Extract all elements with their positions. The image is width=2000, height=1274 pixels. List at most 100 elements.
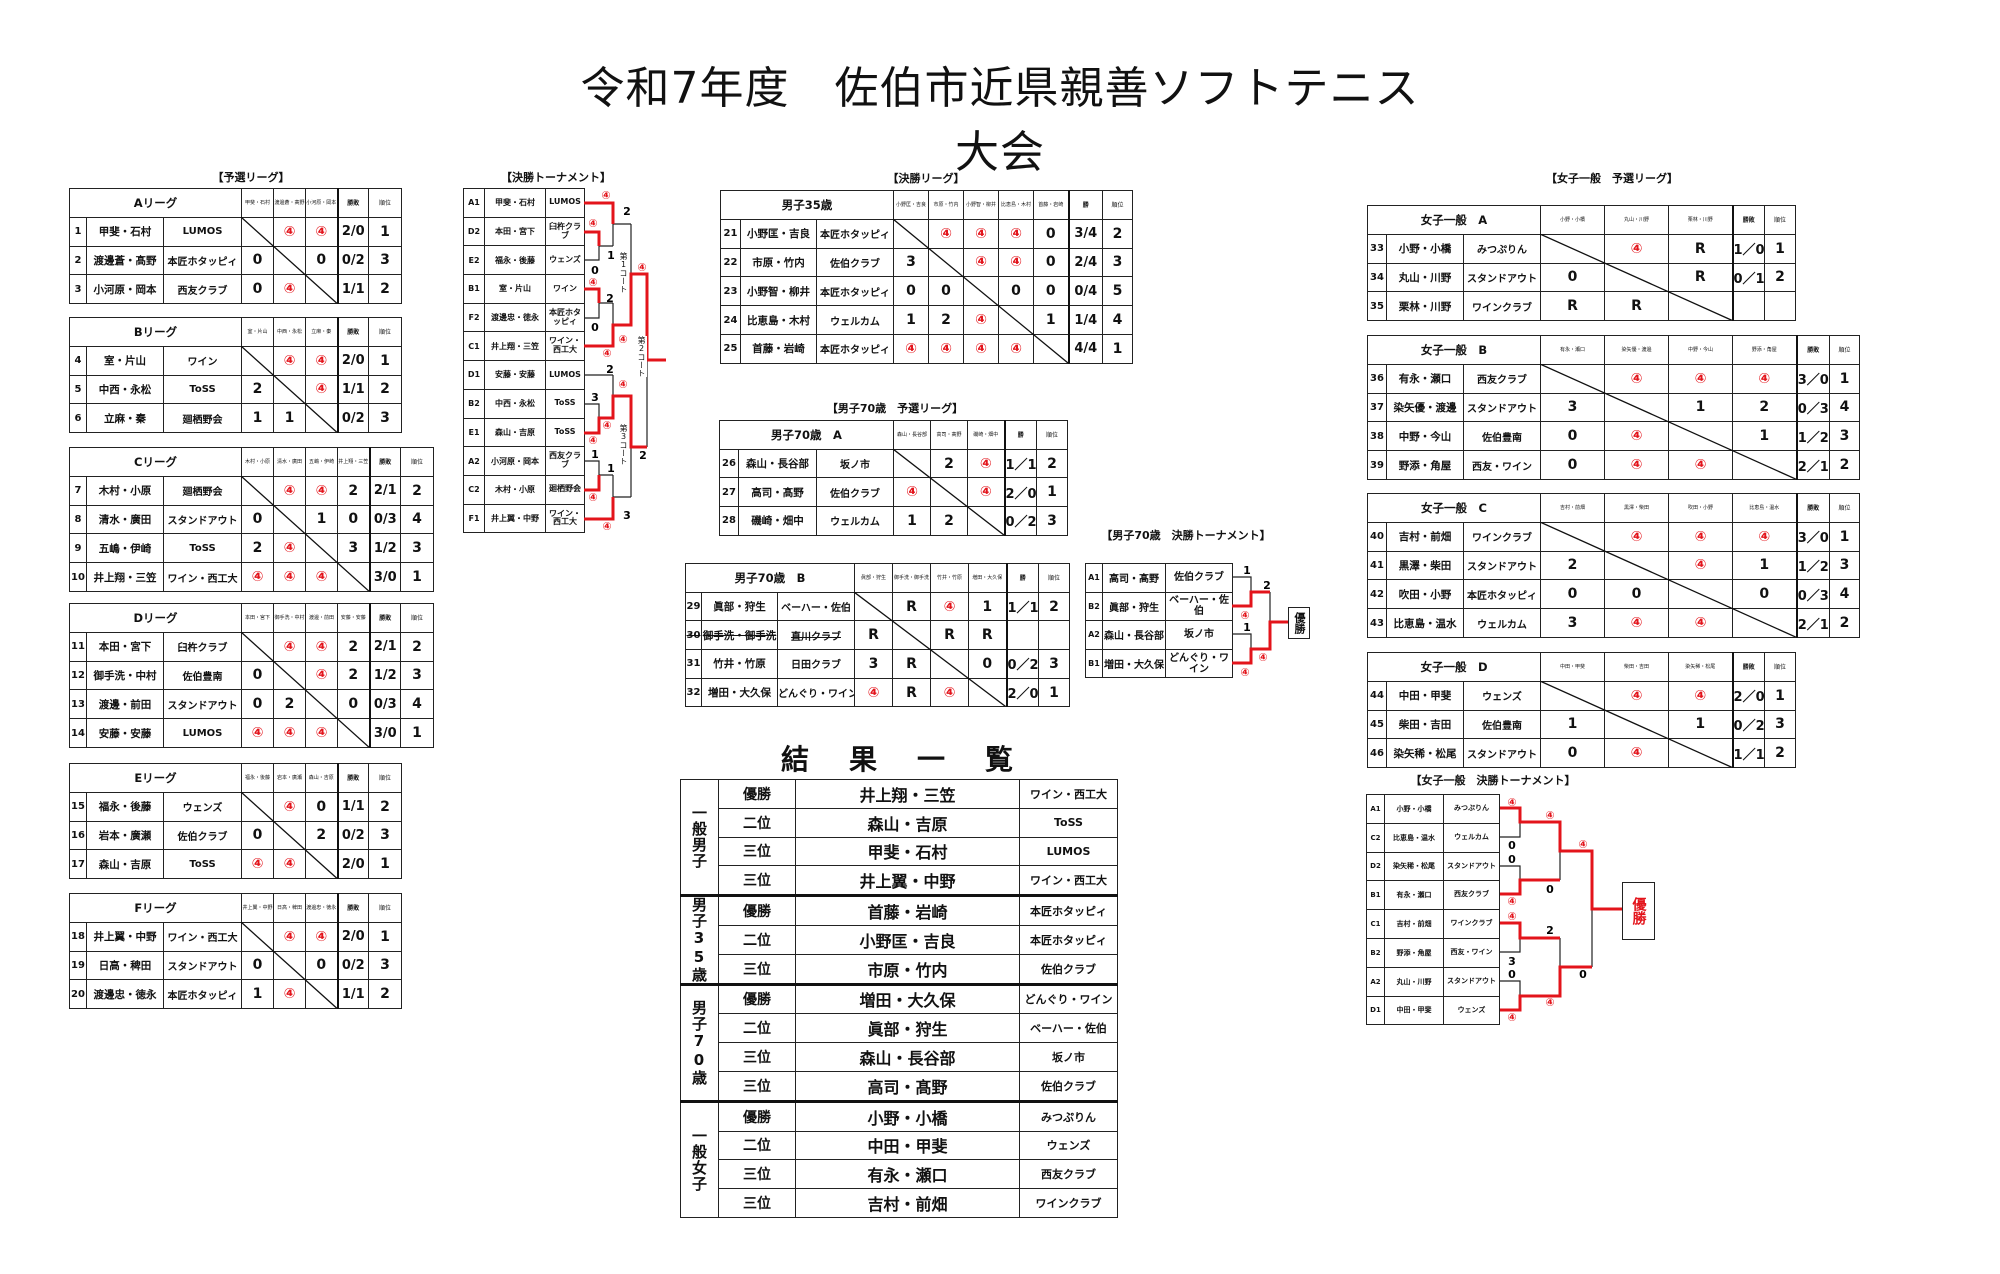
seed: D2	[1366, 851, 1385, 882]
results-team: どんぐり・ワイン	[1019, 982, 1118, 1015]
team-name: ワイン・西工大	[163, 921, 242, 952]
opponent-header: 染矢優・渡邊	[1604, 335, 1669, 365]
opponent-header: 中西・永松	[273, 317, 307, 347]
seed: B2	[463, 388, 485, 419]
results-team: ToSS	[1019, 807, 1118, 838]
team-name: 廻栖野会	[162, 475, 243, 506]
win-loss-record: 0／2	[1005, 649, 1040, 679]
match-result: ④	[241, 849, 274, 880]
team-name: 本匠ホタッピィ	[816, 333, 894, 364]
score: ④	[1507, 895, 1516, 908]
match-result: 0	[241, 274, 275, 305]
win-loss-record: 0/2	[336, 245, 370, 276]
team-name: ワイン・西工大	[545, 503, 585, 534]
entry-number: 38	[1367, 421, 1387, 452]
entry-number: 25	[720, 333, 741, 364]
rank: 1	[1764, 233, 1796, 264]
results-team: 佐伯クラブ	[1019, 953, 1118, 985]
score: ④	[637, 261, 646, 274]
rank: 3	[368, 403, 403, 434]
results-row: 三位 井上翼・中野 ワイン・西工大	[681, 865, 1118, 897]
player-names: 増田・大久保	[701, 677, 778, 708]
team-name: ウェンズ	[1462, 680, 1542, 711]
player-names: 増田・大久保	[1102, 648, 1166, 679]
player-names: 野添・角屋	[1384, 937, 1444, 968]
record-header: 勝敗	[336, 763, 369, 793]
match-result: ④	[963, 333, 999, 364]
match-result	[998, 305, 1034, 335]
heading-women-prelim: 【女子一般 予選リーグ】	[1546, 172, 1678, 185]
win-loss-record: 3/0	[368, 718, 401, 748]
team-name: 西友クラブ	[1463, 363, 1541, 394]
team-name: 西友クラブ	[545, 446, 585, 476]
table-row: 28 磯崎・畑中 ウェルカム 1 2 0／2 3	[719, 506, 1068, 536]
seed: B1	[1085, 648, 1103, 679]
team-name: スタンドアウト	[163, 689, 242, 720]
match-result: ④	[1668, 680, 1734, 711]
match-result: 0	[1604, 579, 1670, 610]
opponent-header: 安藤・安藤	[337, 603, 370, 633]
team-name: ウェンズ	[163, 791, 242, 822]
match-result	[337, 718, 370, 748]
match-result: ④	[273, 562, 307, 592]
player-names: 甲斐・石村	[86, 216, 164, 247]
league-title: 女子一般 A	[1367, 205, 1541, 235]
rank-header: 順位	[1102, 190, 1133, 220]
match-result: ④	[273, 216, 307, 247]
table-row: 31 竹井・竹原 日田クラブ 3 R 0 0／2 3	[685, 649, 1071, 679]
match-result: ④	[998, 333, 1034, 364]
player-names: 有永・瀬口	[1384, 880, 1444, 911]
team-name: スタンドアウト	[1463, 262, 1541, 293]
player-names: 染矢稀・松尾	[1384, 851, 1444, 882]
match-result: ④	[930, 677, 970, 708]
win-loss-record: 1／2	[1795, 421, 1830, 452]
opponent-header: 小野・小橋	[1540, 205, 1605, 235]
match-result: 1	[1540, 709, 1606, 740]
match-result: 1	[1732, 550, 1798, 581]
bracket-entry: C2 木村・小原 廻栖野会	[463, 474, 585, 505]
entry-number: 14	[69, 718, 87, 748]
team-name: 西友クラブ	[162, 274, 243, 305]
match-result: 0	[305, 245, 339, 276]
entry-number: 44	[1367, 680, 1387, 711]
opponent-header: 甲斐・石村	[241, 188, 275, 218]
player-names: 安藤・安藤	[484, 360, 546, 390]
table-row: 22 市原・竹内 佐伯クラブ 3 ④ ④ 0 2/4 3	[720, 247, 1133, 278]
team-name: 本匠ホタッピィ	[816, 218, 894, 249]
results-names: 井上翔・三笠	[795, 779, 1020, 809]
opponent-header: 井上翔・三笠	[337, 447, 371, 477]
match-result: 2	[337, 660, 370, 691]
win-loss-record: 4/4	[1067, 333, 1103, 364]
rank-header: 順位	[1038, 563, 1071, 593]
player-names: 小河原・岡本	[484, 446, 546, 476]
score: ④	[601, 189, 610, 202]
results-place: 三位	[718, 1070, 796, 1102]
team-name: ウェルカム	[1462, 608, 1542, 638]
table-row: 44 中田・甲斐 ウェンズ ④ ④ 2／0 1	[1367, 680, 1797, 711]
match-result: ④	[1732, 521, 1798, 552]
match-result	[1668, 421, 1733, 452]
match-result	[928, 247, 964, 278]
match-result	[273, 374, 307, 405]
match-result: 0	[1033, 218, 1069, 249]
results-team: みつぷりん	[1019, 1099, 1118, 1132]
team-name: 佐伯豊南	[1462, 709, 1542, 740]
league-table-c: Cリーグ 木村・小原 清水・廣田 五嶋・伊崎 井上翔・三笠 勝敗 順位 7 木村・小原 廻栖野会 ④…	[68, 447, 435, 592]
win-loss-record: 1/1	[336, 791, 369, 822]
men-tournament-entries: A1 甲斐・石村 LUMOS D2 本田・宮下 臼杵クラブ E2 福永・後藤 ウェンズ B1 室・片…	[463, 188, 585, 534]
player-names: 小野匡・吉良	[740, 218, 817, 249]
results-title: 結 果 一 覧	[780, 743, 1019, 776]
rank: 1	[1829, 363, 1860, 394]
table-row: 5 中西・永松 ToSS 2 ④ 1/1 2	[69, 374, 403, 405]
table-header-row: Fリーグ 井上翼・中野 日高・稗田 渡邊忠・徳永 勝敗 順位	[69, 893, 402, 923]
match-result: ④	[273, 475, 307, 506]
court-1-label: 第1コート	[618, 252, 629, 293]
rank-header: 順位	[400, 447, 435, 477]
match-result: ④	[273, 533, 307, 564]
results-team: 本匠ホタッピィ	[1019, 924, 1118, 955]
match-result: 0	[241, 245, 275, 276]
rank: 3	[1829, 550, 1861, 581]
player-names: 安藤・安藤	[86, 718, 164, 748]
results-names: 中田・甲斐	[795, 1130, 1020, 1161]
table-row: 6 立麻・秦 廻栖野会 1 1 0/2 3	[69, 403, 403, 434]
